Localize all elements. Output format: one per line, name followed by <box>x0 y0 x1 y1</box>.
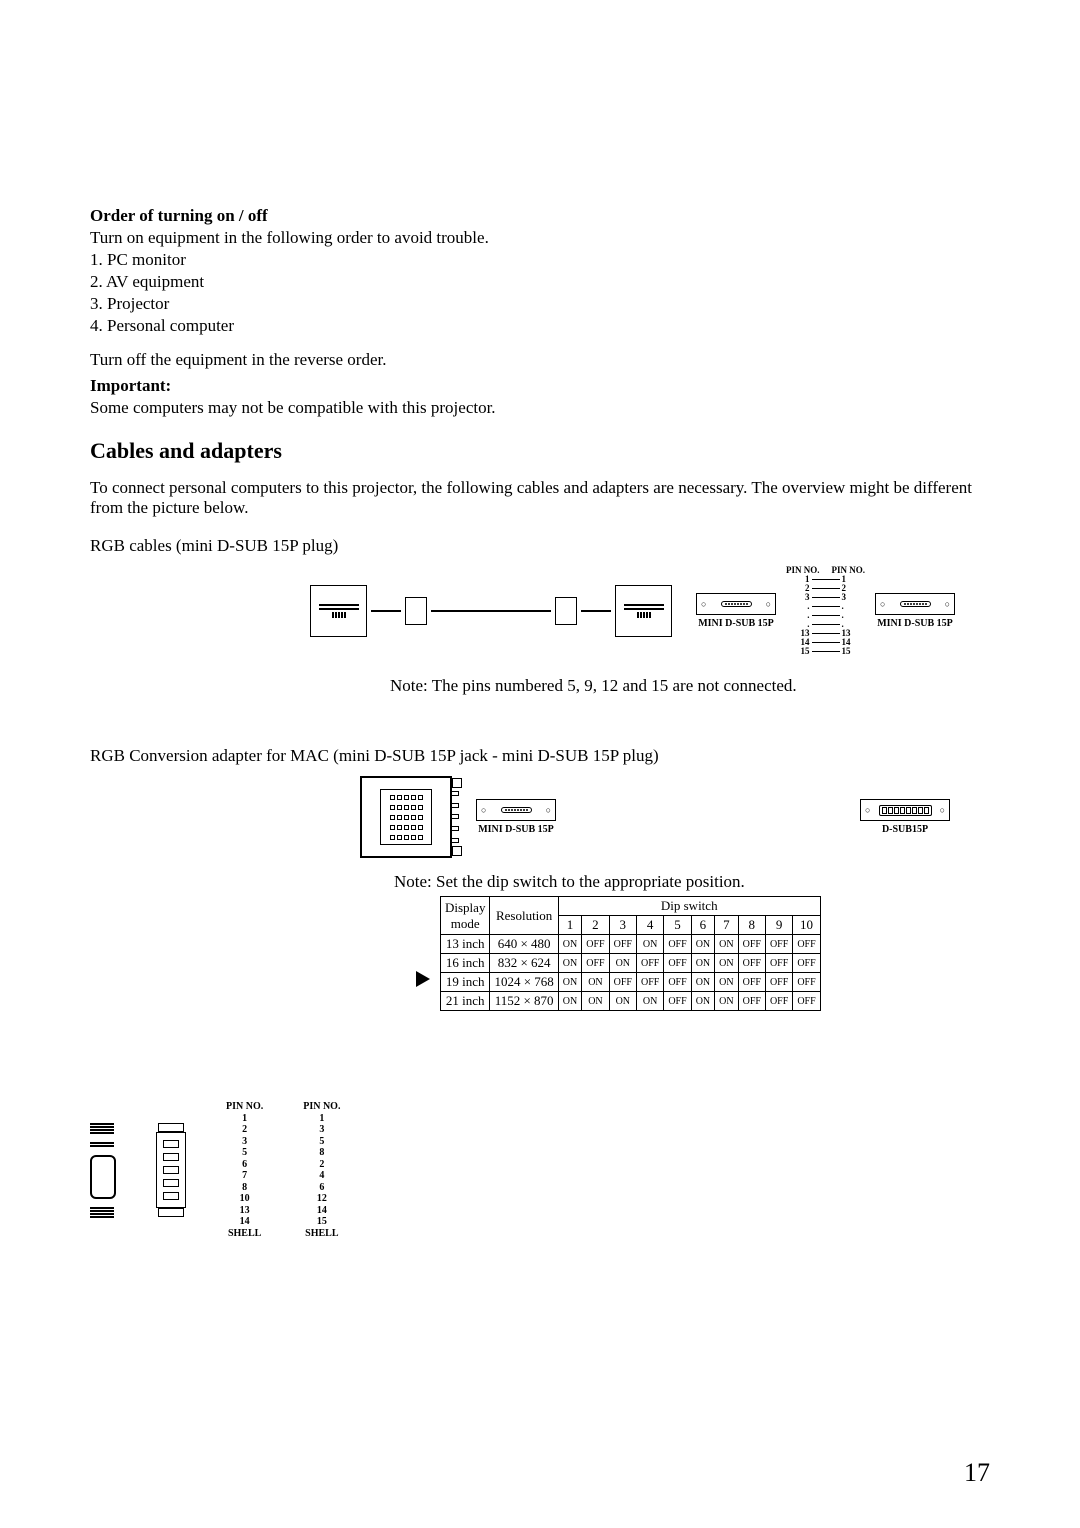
connector-icon <box>156 1123 186 1217</box>
lower-connector-diagram: PIN NO.1235678101314SHELL PIN NO.1358246… <box>90 1101 990 1239</box>
dip-switch-table: DisplaymodeResolutionDip switch123456789… <box>440 896 821 1011</box>
plug-icon <box>310 585 367 637</box>
page-number: 17 <box>964 1458 990 1488</box>
dip-switch-note: Note: Set the dip switch to the appropri… <box>394 872 990 892</box>
mac-adapter-icon <box>360 776 452 858</box>
dsub15p-caption: D-SUB15P <box>882 824 928 835</box>
order-item-4: 4. Personal computer <box>90 316 990 336</box>
mini-dsub-connector: ○ ○ MINI D-SUB 15P <box>875 593 955 629</box>
dsub15p-connector: ○ ○ D-SUB15P <box>860 799 950 835</box>
order-off: Turn off the equipment in the reverse or… <box>90 350 990 370</box>
cables-intro: To connect personal computers to this pr… <box>90 478 990 518</box>
rgb-cable-diagram: ○ ○ MINI D-SUB 15P PIN NO.PIN NO. 112233… <box>310 566 990 656</box>
mini-dsub-caption: MINI D-SUB 15P <box>698 618 774 629</box>
order-item-1: 1. PC monitor <box>90 250 990 270</box>
note-pins: Note: The pins numbered 5, 9, 12 and 15 … <box>390 676 990 696</box>
important-body: Some computers may not be compatible wit… <box>90 398 990 418</box>
connector-icon <box>90 1123 116 1218</box>
rgb-cables-label: RGB cables (mini D-SUB 15P plug) <box>90 536 990 556</box>
mac-adapter-diagram: ○ ○ MINI D-SUB 15P ○ ○ D-SUB15P <box>360 776 990 858</box>
arrow-icon <box>416 971 430 987</box>
order-intro: Turn on equipment in the following order… <box>90 228 990 248</box>
mini-dsub-caption: MINI D-SUB 15P <box>478 824 554 835</box>
mac-adapter-label: RGB Conversion adapter for MAC (mini D-S… <box>90 746 990 766</box>
pin-mapping: PIN NO.PIN NO. 112233......131314141515 <box>786 566 865 656</box>
mini-dsub-caption: MINI D-SUB 15P <box>877 618 953 629</box>
lower-pin-mapping: PIN NO.1235678101314SHELL PIN NO.1358246… <box>226 1101 340 1239</box>
important-heading: Important: <box>90 376 990 396</box>
order-heading: Order of turning on / off <box>90 206 990 226</box>
order-item-2: 2. AV equipment <box>90 272 990 292</box>
mini-dsub-connector: ○ ○ MINI D-SUB 15P <box>696 593 776 629</box>
plug-icon <box>615 585 672 637</box>
cables-heading: Cables and adapters <box>90 438 990 464</box>
mini-dsub-connector: ○ ○ MINI D-SUB 15P <box>476 799 556 835</box>
order-item-3: 3. Projector <box>90 294 990 314</box>
